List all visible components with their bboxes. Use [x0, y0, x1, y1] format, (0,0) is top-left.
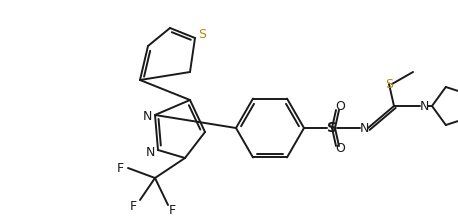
Text: N: N — [142, 111, 152, 124]
Text: S: S — [385, 78, 393, 91]
Text: N: N — [360, 122, 369, 134]
Text: S: S — [198, 29, 206, 41]
Text: O: O — [335, 101, 345, 114]
Text: F: F — [116, 161, 124, 175]
Text: S: S — [327, 121, 337, 135]
Text: O: O — [335, 142, 345, 155]
Text: F: F — [130, 200, 136, 213]
Text: N: N — [145, 147, 155, 159]
Text: F: F — [169, 204, 175, 217]
Text: N: N — [420, 99, 429, 112]
